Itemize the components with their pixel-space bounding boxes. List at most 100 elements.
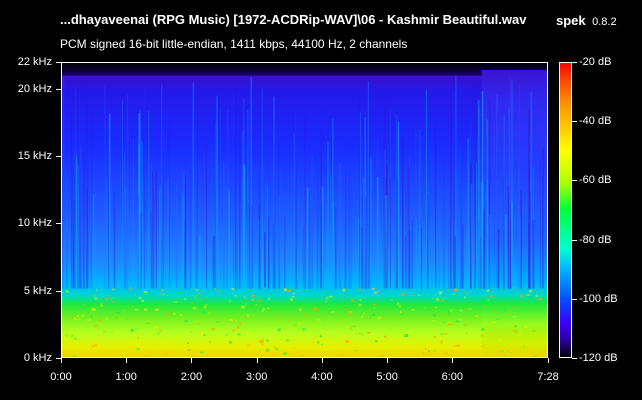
spectrum-speckle	[195, 289, 199, 291]
spectrum-speckle	[190, 288, 193, 290]
spectrum-speckle	[114, 295, 118, 297]
spectrum-streak	[279, 165, 281, 289]
spectrum-speckle	[481, 328, 485, 331]
spectrum-streak	[528, 109, 530, 289]
spectrum-streak	[334, 206, 337, 289]
spectrum-speckle	[429, 348, 431, 351]
spectrum-streak	[124, 187, 127, 289]
spectrum-speckle	[129, 287, 132, 290]
spectrum-streak	[398, 221, 400, 289]
spectrum-streak	[481, 181, 484, 289]
spectrum-speckle	[215, 321, 220, 323]
spectrum-speckle	[493, 337, 495, 341]
spectrum-speckle	[194, 354, 197, 357]
spectrum-speckle	[345, 340, 350, 343]
spectrum-speckle	[263, 307, 265, 311]
spectrum-speckle	[535, 294, 538, 298]
spectrum-streak	[316, 159, 319, 289]
app-name: spek	[556, 13, 586, 28]
spectrum-speckle	[123, 352, 127, 355]
spectrum-streak	[168, 119, 170, 289]
spectrum-streak	[259, 156, 261, 289]
spectrum-streak	[227, 109, 229, 289]
spectrum-speckle	[212, 331, 216, 335]
spectrum-streak	[405, 189, 407, 289]
spectrum-speckle	[113, 301, 115, 303]
spectrum-streak	[150, 211, 152, 289]
spectrum-speckle	[481, 334, 483, 337]
spectrum-speckle	[105, 297, 109, 300]
spectrum-streak	[75, 88, 77, 289]
spectrum-speckle	[293, 347, 296, 349]
spectrum-speckle	[424, 307, 427, 309]
spectrum-streak	[309, 207, 311, 289]
spectrum-speckle	[175, 340, 178, 343]
spectrum-speckle	[517, 334, 519, 337]
spectrum-speckle	[326, 322, 329, 325]
spectrum-speckle	[204, 351, 206, 355]
spectrum-streak	[137, 195, 139, 289]
spectrum-speckle	[450, 309, 455, 312]
spectrum-speckle	[72, 302, 76, 305]
spectrum-speckle	[417, 348, 420, 351]
time-tick-label: 1:00	[115, 371, 137, 383]
spectrum-streak	[486, 119, 489, 289]
spectrum-speckle	[348, 310, 353, 314]
spectrum-streak	[295, 147, 297, 289]
time-tick	[126, 358, 127, 363]
spectrum-speckle	[326, 296, 329, 300]
spectrum-streak	[435, 230, 436, 289]
spectrum-speckle	[260, 339, 264, 343]
spectrum-speckle	[434, 307, 437, 309]
spectrum-speckle	[90, 315, 92, 318]
spectrum-streak	[397, 121, 400, 289]
spectrum-speckle	[325, 300, 328, 303]
spectrum-streak	[247, 203, 249, 289]
spectrum-streak	[532, 219, 534, 289]
frequency-tick-label: 22 kHz	[17, 56, 52, 68]
spectrum-speckle	[407, 353, 409, 356]
spectrum-streak	[348, 104, 351, 289]
spectrum-speckle	[187, 342, 189, 344]
spectrogram-plot[interactable]	[61, 62, 548, 358]
spectrum-speckle	[146, 323, 150, 324]
spectrum-speckle	[519, 294, 523, 298]
spectrum-streak	[532, 167, 535, 289]
spectrum-streak	[533, 100, 536, 289]
spectrum-streak	[319, 101, 321, 289]
spectrum-streak	[486, 180, 488, 289]
spectrum-speckle	[252, 298, 254, 301]
spectrum-streak	[478, 207, 480, 289]
spectrum-speckle	[404, 334, 409, 337]
spectrum-streak	[376, 141, 379, 289]
spectrum-speckle	[469, 331, 473, 335]
spectrum-speckle	[476, 287, 480, 289]
spectrum-speckle	[184, 297, 187, 301]
spectrum-speckle	[440, 340, 443, 344]
spectrum-speckle	[422, 352, 425, 354]
spectrum-speckle	[159, 292, 162, 296]
spectrum-speckle	[358, 288, 363, 292]
spectrum-speckle	[312, 308, 316, 311]
spectrum-speckle	[514, 325, 517, 328]
spectrum-streak	[394, 179, 397, 289]
spectrum-speckle	[143, 291, 147, 293]
spectrum-speckle	[111, 300, 113, 303]
spectrum-streak	[259, 100, 260, 289]
spectrum-streak	[159, 185, 161, 289]
spectrum-speckle	[176, 299, 179, 301]
spectrum-speckle	[238, 302, 240, 305]
spectrum-speckle	[228, 321, 231, 323]
spectrum-streak	[284, 216, 286, 289]
spectrum-speckle	[323, 338, 325, 341]
spectrum-speckle	[359, 333, 363, 335]
spectrum-streak	[161, 84, 163, 289]
spectrum-speckle	[374, 340, 378, 342]
spectrum-streak	[477, 100, 480, 289]
spectrum-streak	[358, 217, 359, 289]
spectrum-streak	[539, 153, 541, 289]
spectrum-speckle	[255, 303, 257, 306]
spectrum-speckle	[231, 288, 235, 291]
spectrum-speckle	[271, 322, 273, 325]
spectrum-speckle	[112, 288, 115, 291]
